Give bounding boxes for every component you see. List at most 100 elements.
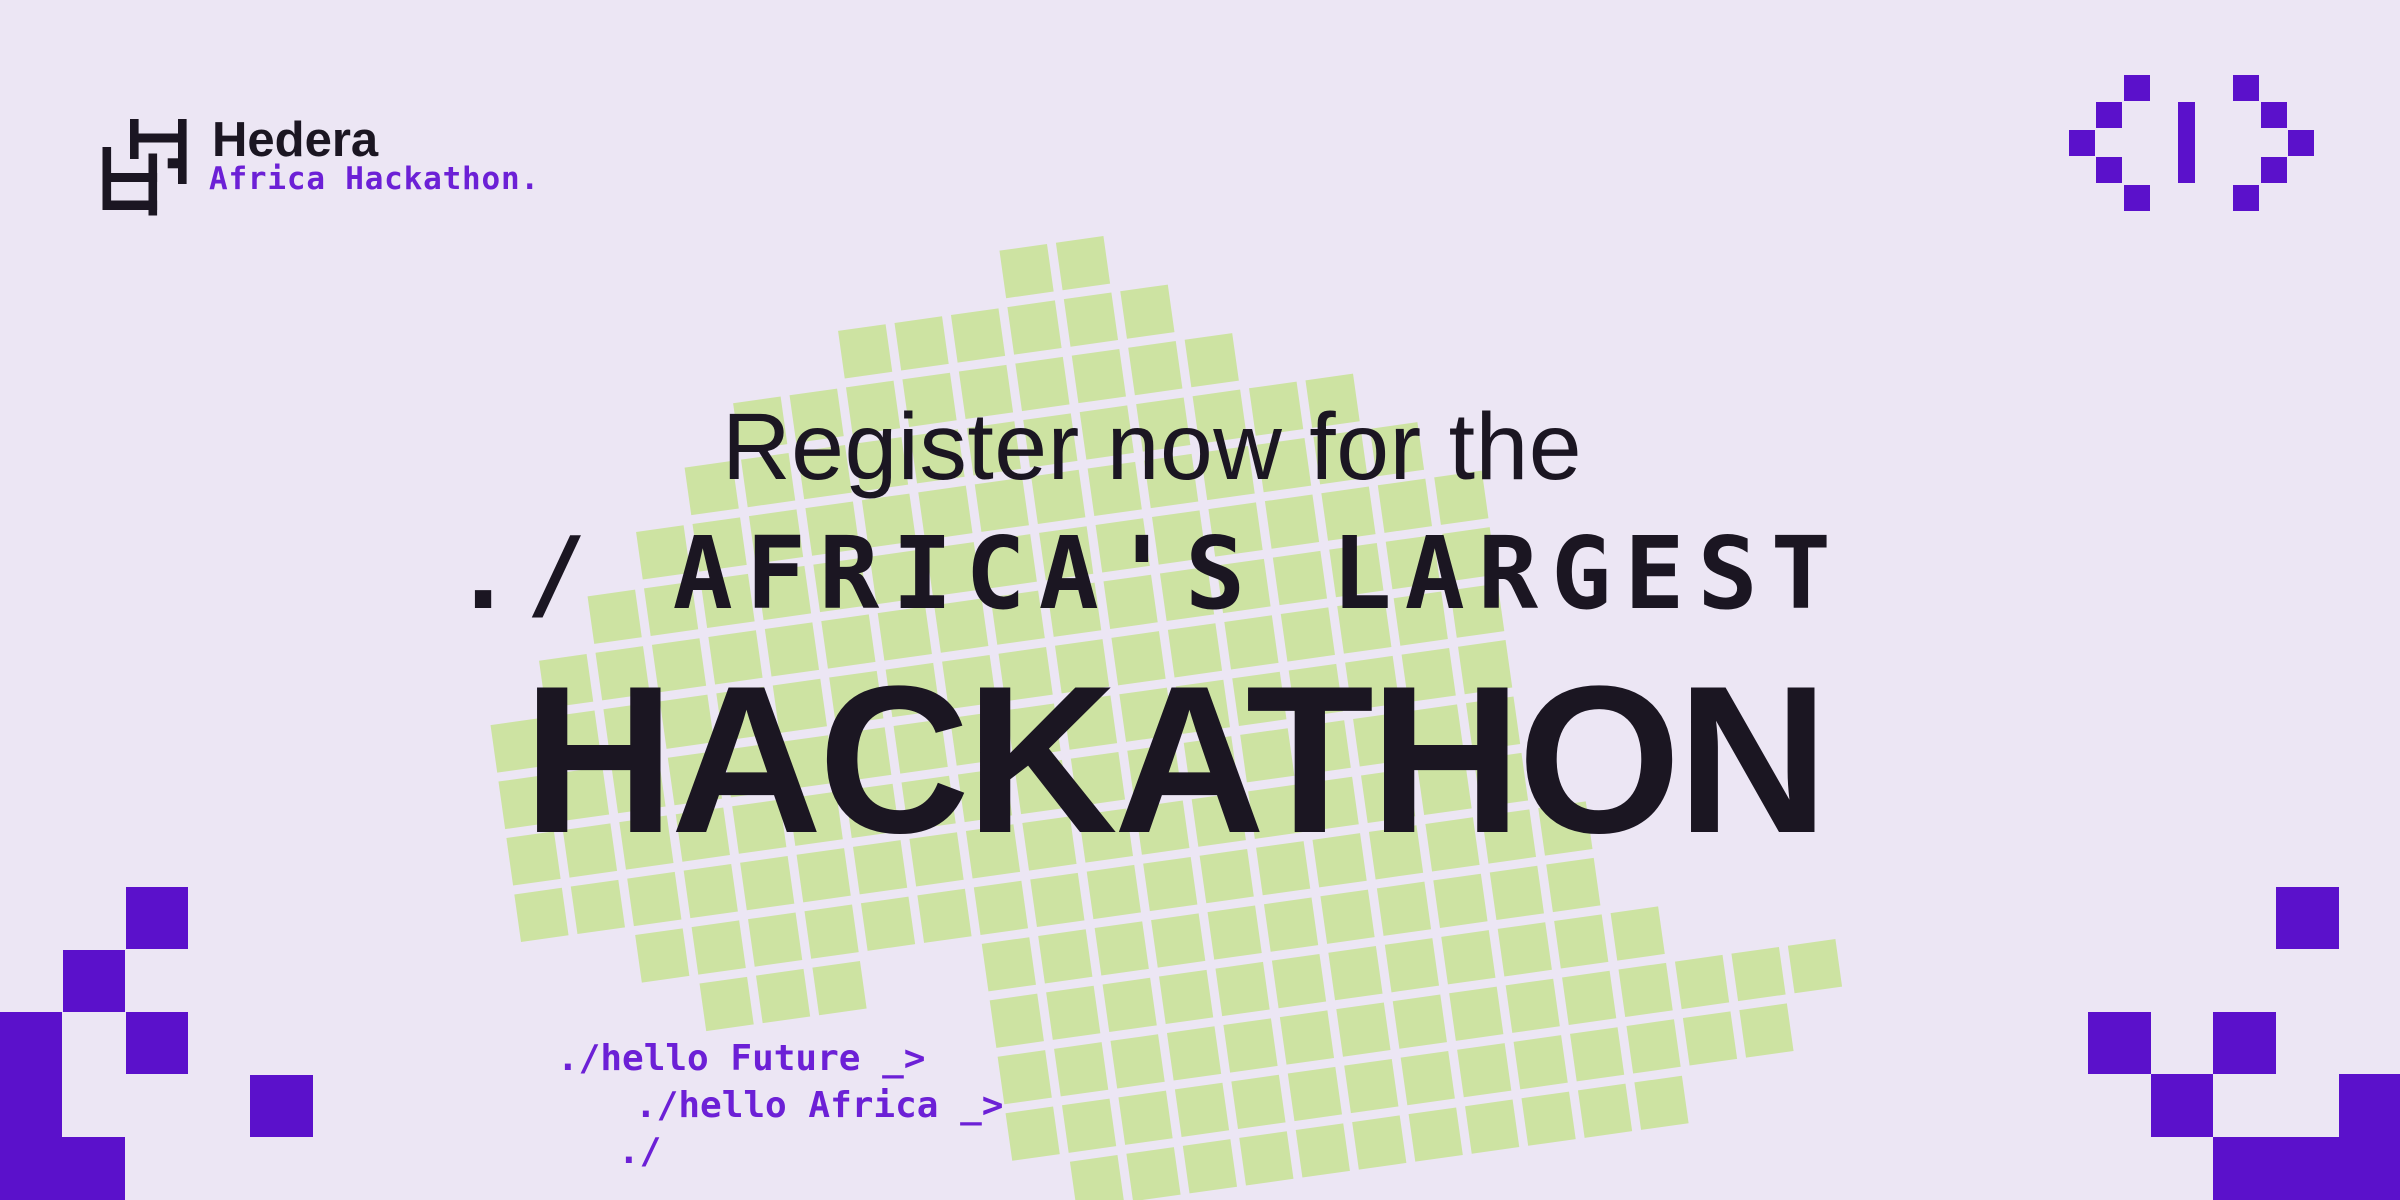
green-pixel-cell: [1030, 872, 1085, 928]
code-brackets-icon: [2069, 75, 2316, 212]
green-pixel-cell: [1408, 1107, 1463, 1162]
green-pixel-cell: [1618, 962, 1673, 1018]
icon-pixel-cell: [2069, 129, 2095, 156]
green-pixel-cell: [1577, 1083, 1633, 1138]
icon-pixel-cell: [2096, 102, 2123, 129]
green-pixel-cell: [1063, 292, 1119, 347]
green-pixel-cell: [514, 887, 569, 942]
icon-pixel-cell: [2288, 129, 2315, 156]
pixel-square: [2276, 887, 2339, 949]
green-pixel-cell: [1457, 1043, 1512, 1098]
green-pixel-cell: [1384, 938, 1440, 993]
green-pixel-cell: [1166, 1026, 1222, 1081]
green-pixel-cell: [1634, 1075, 1689, 1130]
green-pixel-cell: [1151, 913, 1206, 968]
green-pixel-cell: [1102, 977, 1157, 1032]
pixel-square: [63, 950, 125, 1012]
green-pixel-cell: [981, 937, 1036, 992]
green-pixel-cell: [1094, 921, 1149, 976]
green-pixel-cell: [1521, 1091, 1576, 1146]
icon-pixel-cell: [2123, 184, 2150, 211]
green-pixel-cell: [1062, 1098, 1117, 1153]
green-pixel-cell: [1352, 1115, 1407, 1170]
pixel-square: [126, 887, 188, 949]
green-pixel-cell: [699, 976, 754, 1032]
green-pixel-cell: [748, 912, 803, 967]
green-pixel-cell: [755, 968, 811, 1024]
green-pixel-cell: [1336, 1002, 1391, 1057]
hero-kicker: Register now for the: [722, 394, 1583, 500]
pixel-square: [62, 1137, 125, 1200]
green-pixel-cell: [1005, 1106, 1060, 1161]
green-pixel-cell: [1110, 1034, 1165, 1089]
green-pixel-cell: [1287, 1066, 1342, 1122]
green-pixel-cell: [1682, 1011, 1738, 1066]
green-pixel-cell: [1344, 1058, 1399, 1114]
pixel-square: [0, 1012, 62, 1200]
green-pixel-cell: [1497, 922, 1552, 977]
green-pixel-cell: [1739, 1003, 1794, 1058]
icon-pixel-cell: [2123, 75, 2150, 101]
green-pixel-cell: [1626, 1019, 1681, 1074]
green-pixel-cell: [1174, 1082, 1230, 1137]
green-pixel-cell: [860, 896, 916, 951]
green-pixel-cell: [1271, 953, 1327, 1009]
green-pixel-cell: [1400, 1051, 1455, 1106]
green-pixel-cell: [691, 920, 746, 975]
green-pixel-cell: [997, 1050, 1052, 1105]
hedera-logo-mark: [102, 119, 187, 216]
green-pixel-cell: [1320, 889, 1375, 944]
green-pixel-cell: [894, 316, 949, 371]
green-pixel-cell: [804, 904, 859, 959]
green-pixel-cell: [1069, 1155, 1125, 1200]
green-pixel-cell: [1120, 284, 1175, 339]
green-pixel-cell: [1570, 1027, 1625, 1082]
green-pixel-cell: [570, 879, 625, 935]
green-pixel-cell: [1392, 994, 1447, 1049]
pixel-square: [126, 1012, 188, 1074]
green-pixel-cell: [1295, 1123, 1350, 1178]
icon-pixel-cell: [2260, 157, 2287, 184]
green-pixel-cell: [1505, 978, 1560, 1033]
green-pixel-cell: [1554, 914, 1609, 969]
green-pixel-cell: [973, 880, 1029, 935]
icon-center-bar: [2178, 102, 2195, 183]
green-pixel-cell: [1054, 1042, 1109, 1097]
green-pixel-cell: [950, 308, 1006, 363]
green-pixel-cell: [627, 871, 682, 927]
hero-pixel-line: ./ AFRICA'S LARGEST: [453, 515, 1844, 632]
terminal-line: ./: [618, 1131, 662, 1172]
green-pixel-cell: [1128, 341, 1183, 396]
green-pixel-cell: [989, 993, 1044, 1048]
pixel-square: [2151, 1074, 2213, 1137]
terminal-line: ./hello Future _>: [557, 1038, 926, 1079]
hero-title: HACKATHON: [523, 642, 1829, 877]
green-pixel-cell: [1449, 986, 1504, 1041]
green-pixel-cell: [1046, 985, 1101, 1040]
green-pixel-cell: [1007, 300, 1062, 355]
pixel-square: [250, 1075, 313, 1137]
green-pixel-cell: [1239, 1131, 1294, 1186]
terminal-line: ./hello Africa _>: [635, 1085, 1004, 1126]
green-pixel-cell: [1184, 333, 1239, 388]
green-pixel-cell: [1513, 1035, 1568, 1090]
green-pixel-cell: [1182, 1139, 1238, 1194]
icon-pixel-cell: [2233, 184, 2260, 211]
pixel-square: [2213, 1012, 2276, 1074]
green-pixel-cell: [1215, 961, 1270, 1017]
green-pixel-cell: [1731, 946, 1786, 1002]
green-pixel-cell: [1263, 897, 1319, 952]
green-pixel-cell: [917, 888, 972, 943]
green-pixel-cell: [1787, 939, 1843, 994]
icon-pixel-cell: [2096, 157, 2123, 184]
green-pixel-cell: [838, 324, 893, 379]
green-pixel-cell: [1055, 236, 1111, 291]
icon-pixel-cell: [2260, 102, 2287, 129]
green-pixel-cell: [1207, 905, 1262, 960]
green-pixel-cell: [1118, 1090, 1173, 1145]
green-pixel-cell: [812, 960, 867, 1016]
green-pixel-cell: [1126, 1147, 1181, 1200]
green-pixel-cell: [1674, 954, 1730, 1010]
green-pixel-cell: [1279, 1010, 1335, 1065]
